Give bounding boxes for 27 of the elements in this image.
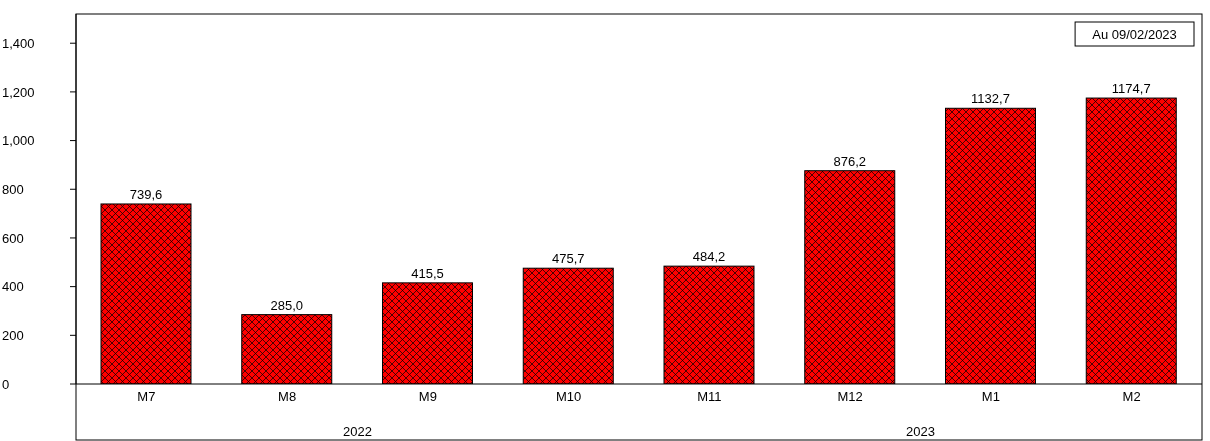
data-label: 1132,7 bbox=[971, 91, 1010, 107]
y-tick-label: 1,000 bbox=[2, 133, 35, 149]
y-tick-label: 400 bbox=[2, 279, 24, 295]
data-label: 475,7 bbox=[551, 251, 585, 267]
data-label: 415,5 bbox=[411, 265, 444, 281]
annotation: Au 09/02/2023 bbox=[1092, 27, 1177, 42]
data-label: 285,0 bbox=[270, 297, 304, 313]
y-tick-label: 1,200 bbox=[2, 84, 35, 100]
text: 2023 bbox=[906, 424, 935, 439]
x-tick-label: M7 bbox=[137, 389, 156, 405]
data-label: 1174,7 bbox=[1111, 81, 1151, 97]
x-tick-label: M12 bbox=[837, 389, 863, 405]
x-tick-label: M1 bbox=[981, 389, 1000, 405]
y-tick-label: 800 bbox=[2, 181, 24, 197]
y-tick-label: 1,400 bbox=[2, 35, 35, 51]
data-label: 876,2 bbox=[833, 153, 867, 169]
y-tick-label: 600 bbox=[2, 230, 24, 246]
data-label: 739,6 bbox=[129, 186, 163, 202]
x-tick-label: M8 bbox=[278, 389, 297, 405]
x-tick-label: M11 bbox=[697, 389, 722, 405]
x-tick-label: M2 bbox=[1122, 389, 1141, 405]
x-tick-label: M9 bbox=[418, 389, 437, 405]
x-tick-label: M10 bbox=[555, 389, 582, 405]
y-tick-label: 0 bbox=[2, 376, 10, 392]
y-tick-label: 200 bbox=[2, 327, 24, 343]
data-label: 484,2 bbox=[692, 249, 726, 265]
text: 2022 bbox=[343, 424, 372, 439]
